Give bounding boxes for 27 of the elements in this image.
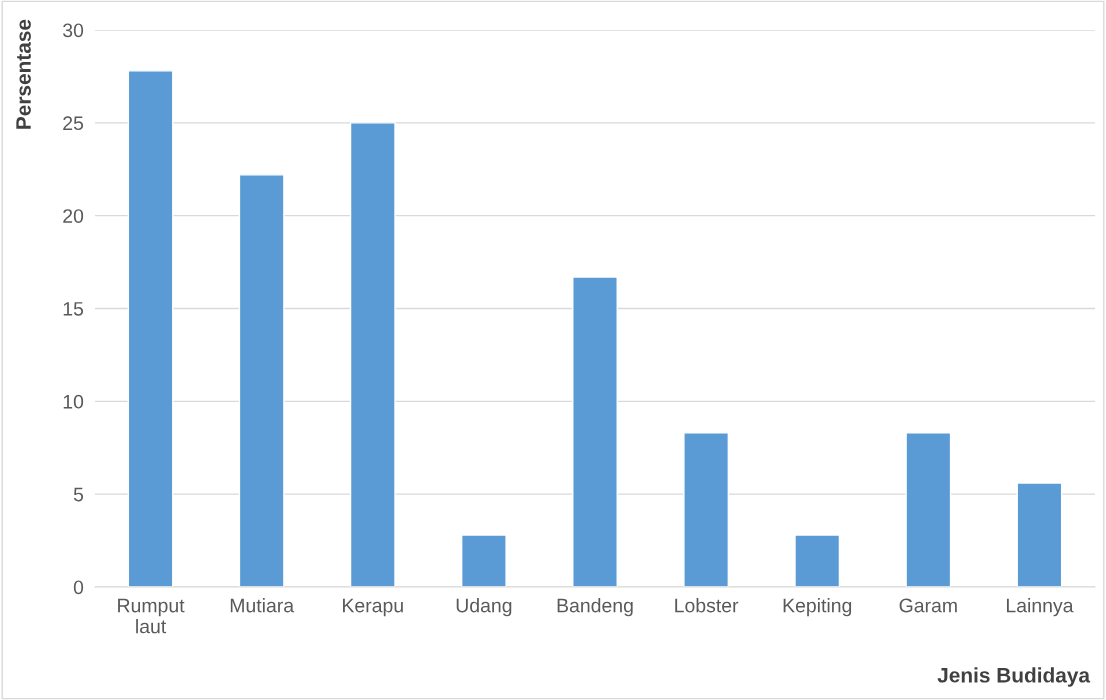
y-tick-label: 30 — [63, 23, 84, 38]
y-tick-label: 20 — [63, 209, 84, 223]
y-tick-label: 5 — [73, 487, 84, 502]
x-tick-label: Lainnya — [1006, 598, 1074, 617]
bar — [794, 534, 841, 587]
bar — [349, 122, 396, 587]
x-tick-label: Udang — [456, 598, 512, 617]
y-tick-label: 15 — [63, 302, 84, 316]
x-tick-label: Garam — [899, 598, 957, 613]
bar — [905, 432, 952, 587]
x-tick-label: Mutiara — [230, 598, 295, 613]
y-tick-label: 25 — [63, 116, 84, 131]
y-tick-label: 0 — [73, 580, 84, 595]
x-tick-label: Bandeng — [557, 598, 633, 617]
x-axis-title: Jenis Budidaya — [937, 667, 1091, 687]
bar — [572, 276, 618, 587]
x-tick-label: Rumput laut — [118, 598, 185, 634]
bar — [127, 70, 174, 587]
x-tick-label: Kepiting — [783, 598, 852, 617]
bar — [683, 432, 730, 587]
bar — [238, 174, 285, 587]
bar — [460, 534, 507, 587]
y-axis-title: Persentase — [16, 19, 31, 129]
bar — [1016, 482, 1063, 587]
x-tick-label: Lobster — [675, 598, 739, 613]
y-tick-label: 10 — [63, 394, 84, 409]
x-tick-label: Kerapu — [343, 598, 403, 617]
